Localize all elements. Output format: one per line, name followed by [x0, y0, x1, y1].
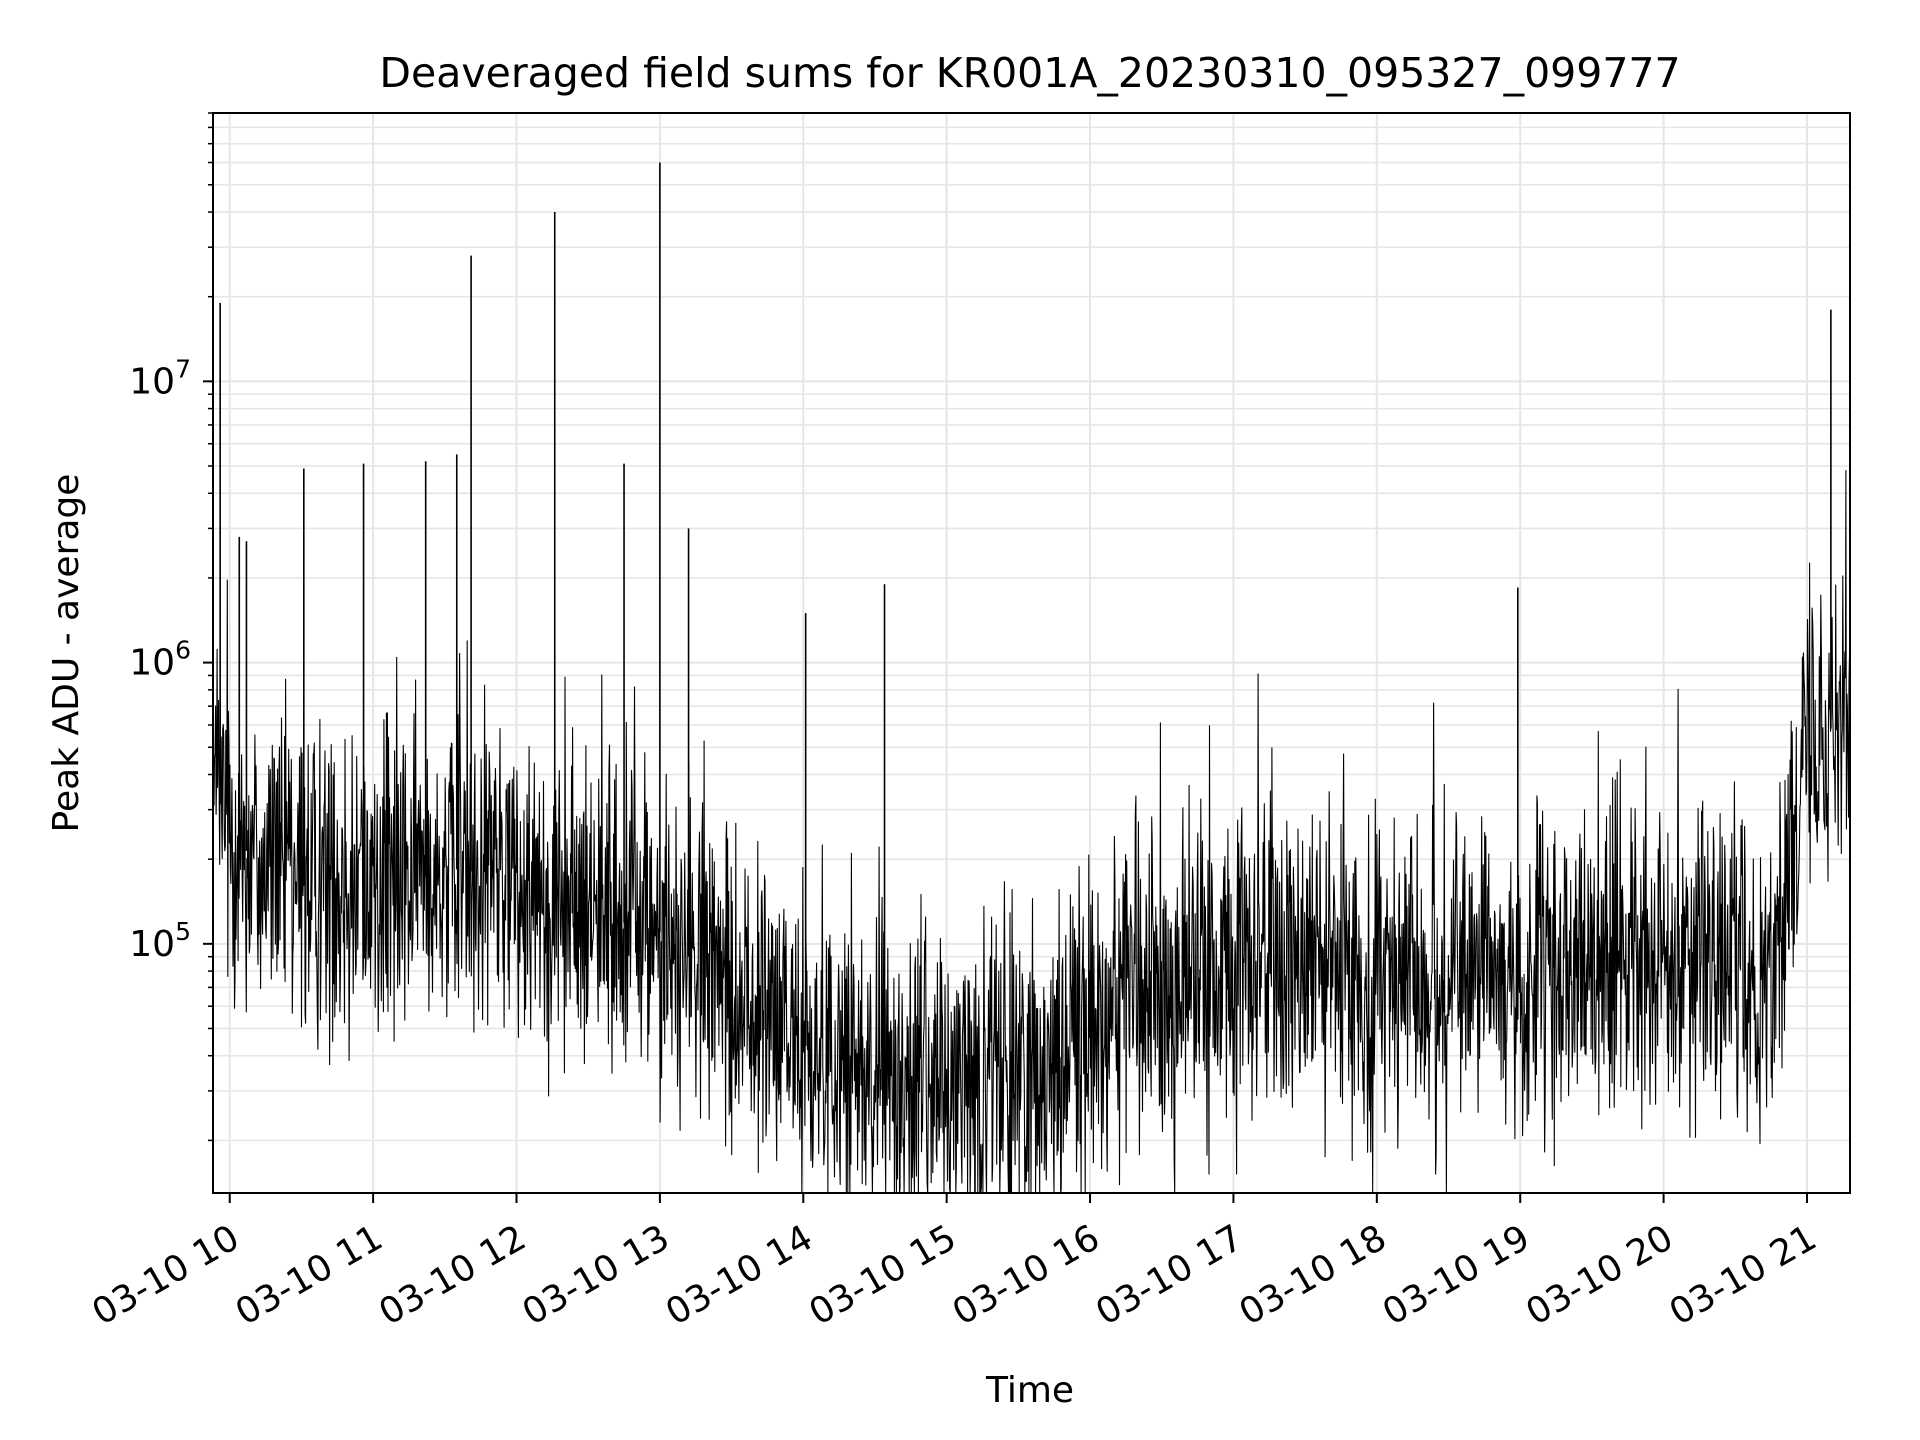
chart-title: Deaveraged field sums for KR001A_2023031…: [379, 49, 1680, 97]
plot-frame: [212, 112, 1851, 1194]
plot-area: [212, 162, 1851, 1194]
y-axis-ticks: 105 106 107: [129, 112, 213, 1142]
y-tick-label: 106: [129, 636, 191, 684]
y-tick-label: 105: [129, 917, 191, 965]
x-axis-label: Time: [985, 1370, 1074, 1411]
y-tick-label: 107: [129, 354, 191, 402]
y-axis-label: Peak ADU - average: [46, 474, 87, 833]
series-line: [212, 469, 1851, 1194]
